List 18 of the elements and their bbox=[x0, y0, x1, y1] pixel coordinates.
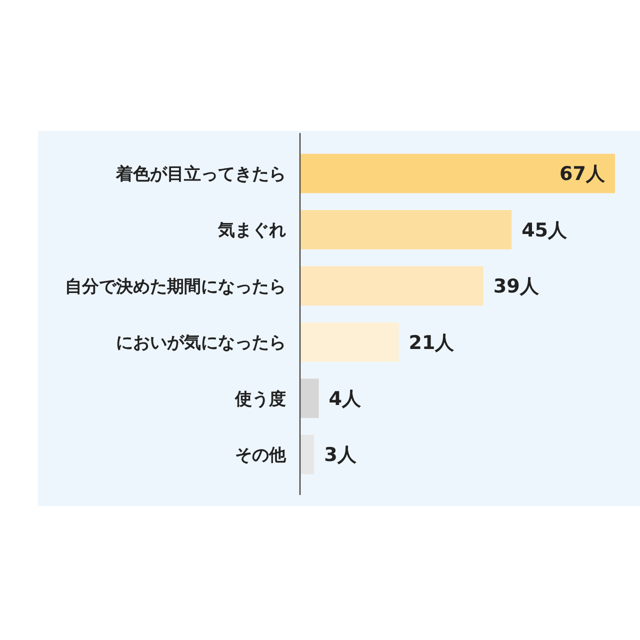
data-label: 4人 bbox=[328, 388, 362, 410]
y-tick-label: 気まぐれ bbox=[217, 220, 286, 241]
bar bbox=[300, 322, 399, 362]
data-label: 39人 bbox=[493, 276, 540, 298]
bar bbox=[300, 378, 319, 418]
y-tick-label: 着色が目立ってきたら bbox=[115, 164, 286, 184]
bar bbox=[300, 434, 314, 474]
y-tick-label: 使う度 bbox=[234, 389, 286, 410]
bar bbox=[300, 154, 615, 194]
data-label: 3人 bbox=[324, 444, 358, 466]
data-label: 67人 bbox=[560, 163, 606, 186]
data-label: 21人 bbox=[408, 332, 456, 354]
y-tick-label: においが気になったら bbox=[116, 333, 286, 354]
data-label: 45人 bbox=[522, 219, 568, 242]
y-tick-label: その他 bbox=[235, 445, 287, 466]
bar bbox=[300, 266, 484, 306]
bar bbox=[300, 210, 512, 250]
y-tick-label: 自分で決めた期間になったら bbox=[65, 276, 286, 297]
